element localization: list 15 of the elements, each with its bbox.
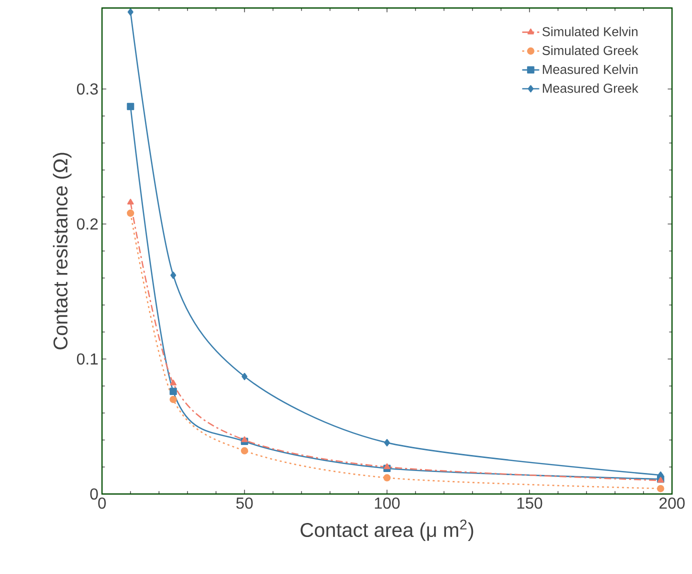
y-axis-title: Contact resistance (Ω)	[52, 152, 72, 350]
y-tick-label: 0.3	[76, 83, 98, 95]
legend-label: Simulated Kelvin	[542, 26, 638, 36]
x-tick-label: 150	[517, 498, 542, 509]
legend-label: Simulated Greek	[542, 46, 638, 56]
y-tick-label: 0.2	[76, 218, 98, 230]
x-axis-title: Contact area (μ m$^{2}$)	[300, 520, 474, 541]
legend-label: Measured Kelvin	[542, 64, 638, 74]
y-tick-label: 0.1	[76, 353, 98, 365]
x-tick-label: 200	[660, 498, 685, 509]
x-tick-label: 50	[236, 498, 253, 509]
x-tick-label: 100	[374, 498, 400, 509]
y-tick-label: 0	[90, 488, 98, 500]
legend-label: Measured Greek	[542, 83, 638, 93]
x-tick-label: 0	[98, 498, 106, 509]
